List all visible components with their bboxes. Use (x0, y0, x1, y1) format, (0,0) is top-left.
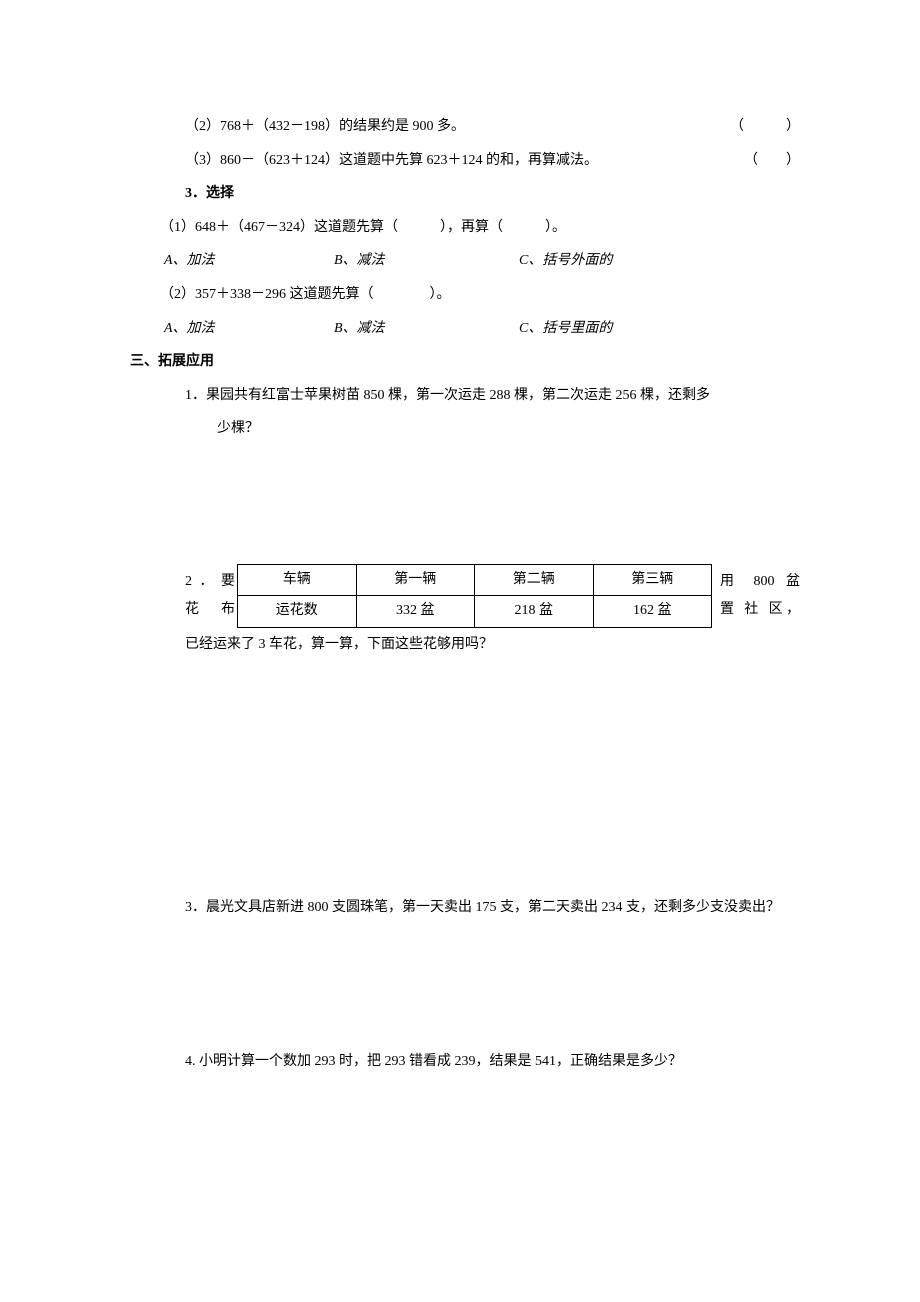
wp1-text-line2: 少棵？ (217, 412, 800, 446)
q2-2-blank[interactable]: （ ） (730, 110, 800, 144)
question-3-1: （1）648＋（467－324）这道题先算（ ），再算（ ）。 (160, 211, 800, 245)
wp2-left-1: 2．要 (185, 569, 235, 594)
q2-3-blank[interactable]: （ ） (744, 144, 800, 178)
wp2-after: 已经运来了 3 车花，算一算，下面这些花够用吗？ (185, 628, 800, 662)
choice-b[interactable]: B、减法 (334, 244, 519, 278)
cell-1: 218 盆 (475, 596, 594, 627)
q3-1-choices: A、加法 B、减法 C、括号外面的 (164, 244, 800, 278)
word-problem-3: 3．晨光文具店新进 800 支圆珠笔，第一天卖出 175 支，第二天卖出 234… (185, 891, 800, 925)
question-2-3: （3）860－（623＋124）这道题中先算 623＋124 的和，再算减法。 … (185, 144, 800, 178)
question-2-2: （2）768＋（432－198）的结果约是 900 多。 （ ） (185, 110, 800, 144)
section-3-head: 三、拓展应用 (130, 345, 800, 379)
wp2-right-2: 置 社 区， (720, 597, 800, 622)
word-problem-4: 4. 小明计算一个数加 293 时，把 293 错看成 239，结果是 541，… (185, 1045, 800, 1079)
choice-c[interactable]: C、括号里面的 (519, 312, 612, 346)
choice-a[interactable]: A、加法 (164, 244, 334, 278)
table-header-row: 车辆 第一辆 第二辆 第三辆 (238, 564, 712, 595)
cell-2: 162 盆 (593, 596, 712, 627)
choice-a[interactable]: A、加法 (164, 312, 334, 346)
word-problem-2: 2．要 花 布 车辆 第一辆 第二辆 第三辆 运花数 332 盆 218 盆 1… (185, 564, 800, 661)
th-1: 第一辆 (356, 564, 475, 595)
table-data-row: 运花数 332 盆 218 盆 162 盆 (238, 596, 712, 627)
row-label: 运花数 (238, 596, 357, 627)
q3-2-choices: A、加法 B、减法 C、括号里面的 (164, 312, 800, 346)
wp2-left-2: 花 布 (185, 597, 235, 622)
word-problem-1: 1．果园共有红富士苹果树苗 850 棵，第一次运走 288 棵，第二次运走 25… (185, 379, 800, 446)
choice-b[interactable]: B、减法 (334, 312, 519, 346)
choice-c[interactable]: C、括号外面的 (519, 244, 612, 278)
q2-2-text: （2）768＋（432－198）的结果约是 900 多。 (185, 110, 730, 144)
th-2: 第二辆 (475, 564, 594, 595)
document-body: （2）768＋（432－198）的结果约是 900 多。 （ ） （3）860－… (0, 0, 920, 1129)
cell-0: 332 盆 (356, 596, 475, 627)
question-3-head: 3．选择 (185, 177, 800, 211)
q2-3-text: （3）860－（623＋124）这道题中先算 623＋124 的和，再算减法。 (185, 144, 744, 178)
th-3: 第三辆 (593, 564, 712, 595)
wp2-right-1: 用 800 盆 (720, 569, 800, 594)
flower-table: 车辆 第一辆 第二辆 第三辆 运花数 332 盆 218 盆 162 盆 (237, 564, 712, 628)
wp1-text: 1．果园共有红富士苹果树苗 850 棵，第一次运走 288 棵，第二次运走 25… (185, 388, 710, 403)
th-0: 车辆 (238, 564, 357, 595)
question-3-2: （2）357＋338－296 这道题先算（ ）。 (160, 278, 800, 312)
